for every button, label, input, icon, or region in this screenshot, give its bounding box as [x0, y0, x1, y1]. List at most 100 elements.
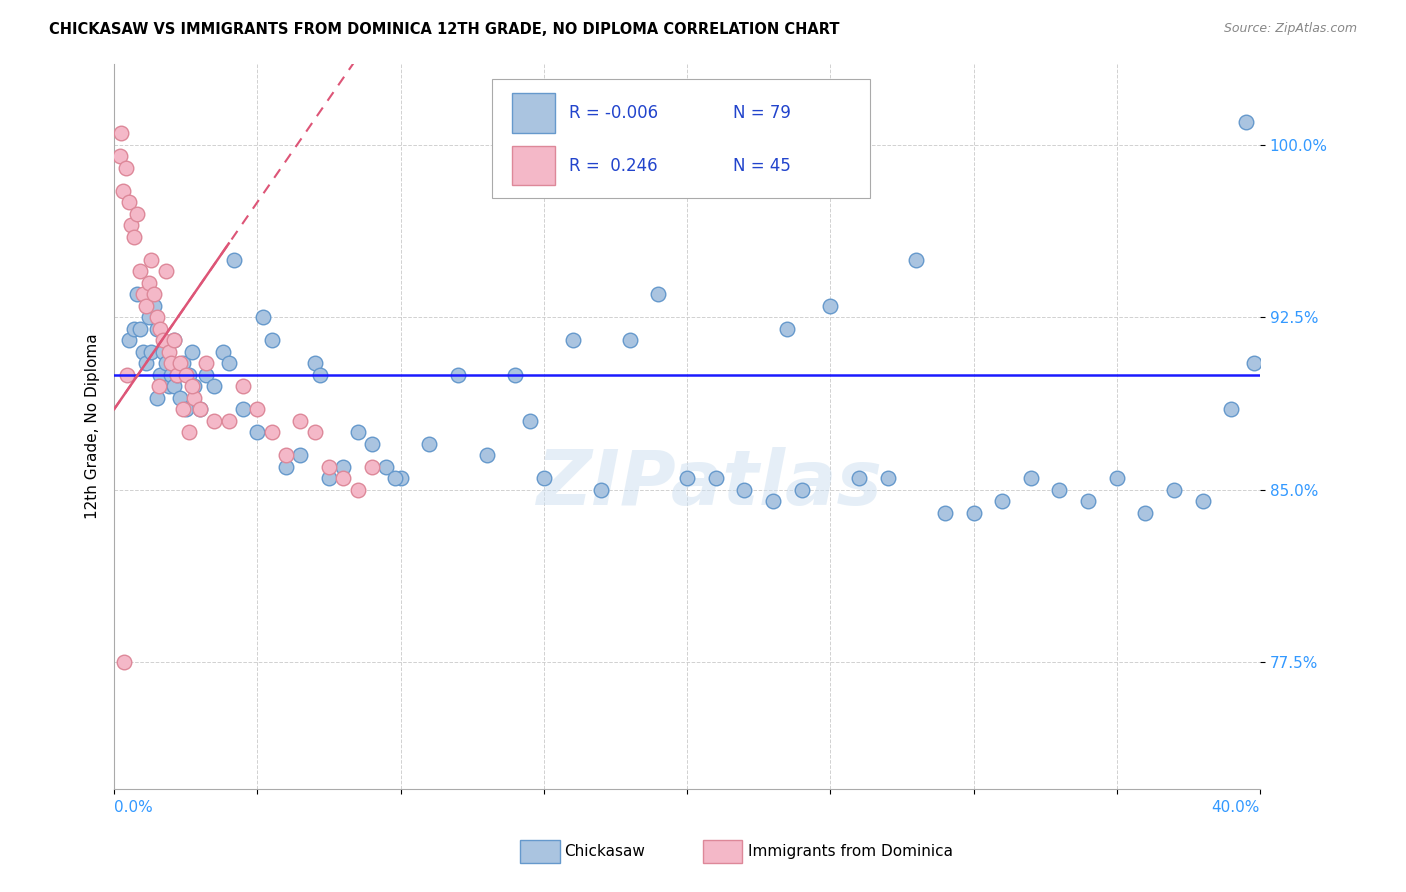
Point: [619, 333, 641, 347]
Point: [146, 310, 169, 324]
Text: N = 79: N = 79: [733, 103, 790, 121]
Point: [1019, 471, 1042, 485]
Point: [290, 448, 312, 462]
Point: [183, 391, 205, 405]
Point: [183, 379, 205, 393]
Point: [991, 494, 1014, 508]
Point: [332, 459, 354, 474]
Point: [224, 252, 246, 267]
Point: [129, 264, 152, 278]
Point: [132, 344, 155, 359]
FancyBboxPatch shape: [492, 78, 870, 198]
Point: [138, 276, 160, 290]
Point: [138, 310, 160, 324]
Point: [180, 344, 202, 359]
Text: 0.0%: 0.0%: [114, 800, 153, 815]
Point: [110, 126, 132, 140]
Point: [204, 379, 226, 393]
Point: [172, 356, 194, 370]
Point: [218, 414, 240, 428]
Text: R = -0.006: R = -0.006: [569, 103, 658, 121]
Point: [1243, 356, 1265, 370]
Point: [905, 252, 928, 267]
Point: [776, 321, 799, 335]
Point: [149, 368, 172, 382]
Point: [790, 483, 813, 497]
Point: [146, 391, 169, 405]
Point: [304, 356, 326, 370]
Point: [704, 471, 727, 485]
Point: [503, 368, 526, 382]
Point: [1220, 402, 1243, 417]
Point: [152, 333, 174, 347]
Point: [332, 471, 354, 485]
Point: [561, 333, 583, 347]
Point: [384, 471, 406, 485]
Point: [475, 448, 498, 462]
Point: [820, 299, 842, 313]
Point: [114, 161, 136, 175]
Point: [143, 287, 166, 301]
Point: [232, 379, 254, 393]
Point: [418, 436, 440, 450]
Point: [375, 459, 398, 474]
Point: [361, 436, 384, 450]
Point: [146, 321, 169, 335]
Point: [132, 287, 155, 301]
FancyBboxPatch shape: [512, 93, 555, 133]
Point: [361, 459, 384, 474]
Point: [519, 414, 541, 428]
Point: [120, 218, 142, 232]
Point: [962, 506, 984, 520]
Text: Immigrants from Dominica: Immigrants from Dominica: [748, 845, 953, 859]
Point: [1105, 471, 1128, 485]
Point: [152, 344, 174, 359]
Point: [122, 229, 145, 244]
Point: [647, 287, 669, 301]
Point: [389, 471, 412, 485]
Point: [346, 483, 368, 497]
Point: [1191, 494, 1213, 508]
Point: [533, 471, 555, 485]
Point: [274, 448, 297, 462]
Point: [160, 356, 183, 370]
Point: [212, 344, 235, 359]
Text: Source: ZipAtlas.com: Source: ZipAtlas.com: [1223, 22, 1357, 36]
Point: [174, 402, 197, 417]
Point: [177, 425, 200, 439]
Point: [194, 368, 217, 382]
Point: [157, 344, 180, 359]
Point: [676, 471, 699, 485]
Point: [180, 379, 202, 393]
Point: [1163, 483, 1185, 497]
Point: [169, 391, 191, 405]
Point: [115, 368, 138, 382]
Text: N = 45: N = 45: [733, 156, 790, 175]
Point: [318, 459, 340, 474]
Text: Chickasaw: Chickasaw: [564, 845, 645, 859]
Point: [129, 321, 152, 335]
Point: [141, 252, 163, 267]
FancyBboxPatch shape: [512, 145, 555, 186]
Text: 40.0%: 40.0%: [1212, 800, 1260, 815]
Point: [111, 184, 134, 198]
Point: [112, 655, 135, 669]
Point: [204, 414, 226, 428]
Point: [848, 471, 870, 485]
Point: [117, 333, 139, 347]
Point: [194, 356, 217, 370]
Point: [1077, 494, 1099, 508]
Y-axis label: 12th Grade, No Diploma: 12th Grade, No Diploma: [86, 334, 100, 519]
Point: [733, 483, 755, 497]
Point: [1049, 483, 1071, 497]
Point: [157, 379, 180, 393]
Point: [127, 287, 149, 301]
Text: R =  0.246: R = 0.246: [569, 156, 658, 175]
Point: [166, 368, 188, 382]
Point: [177, 368, 200, 382]
Point: [117, 195, 139, 210]
Point: [447, 368, 470, 382]
Point: [160, 368, 183, 382]
Point: [174, 368, 197, 382]
Point: [318, 471, 340, 485]
